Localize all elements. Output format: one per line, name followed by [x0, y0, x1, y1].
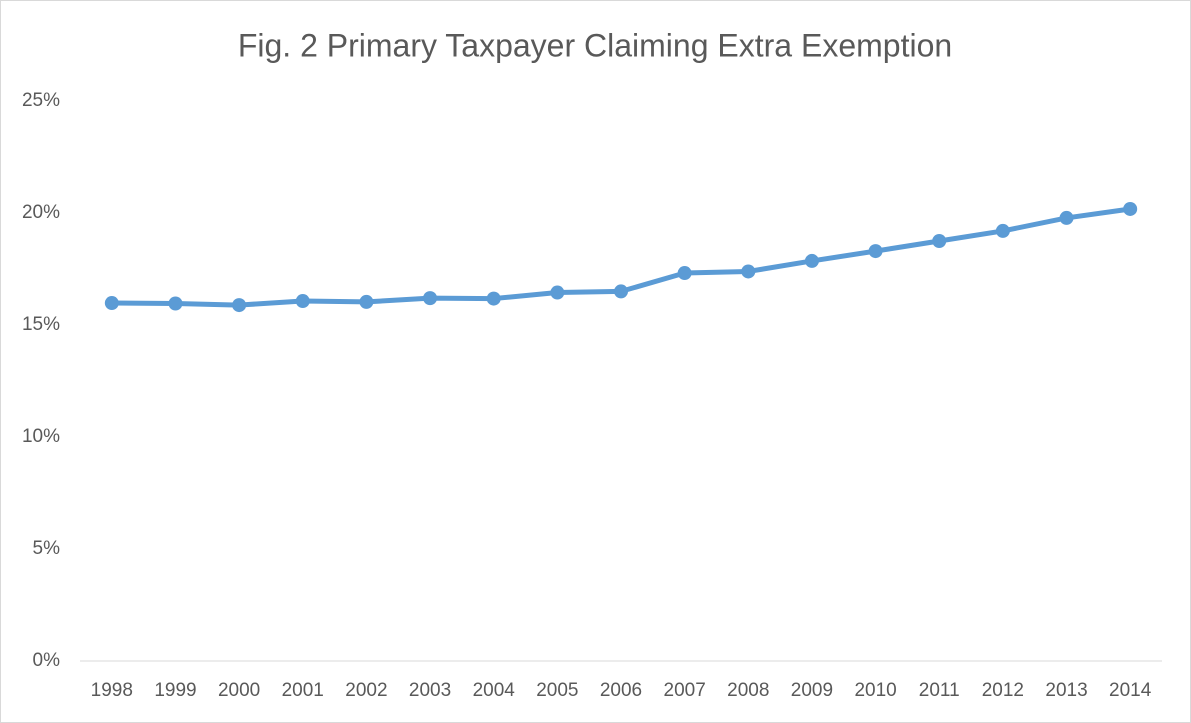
data-point: [104, 296, 119, 311]
y-tick-label: 25%: [22, 90, 60, 111]
data-point: [1123, 201, 1138, 216]
x-tick-label: 2008: [727, 680, 769, 701]
data-point: [1059, 210, 1074, 225]
data-point: [804, 253, 819, 268]
data-point: [168, 296, 183, 311]
chart-title: Fig. 2 Primary Taxpayer Claiming Extra E…: [238, 27, 952, 63]
x-tick-label: 1999: [154, 680, 196, 701]
data-point: [486, 291, 501, 306]
y-tick-label: 0%: [33, 650, 61, 671]
data-point: [359, 294, 374, 309]
x-tick-label: 2013: [1045, 680, 1087, 701]
data-point: [995, 223, 1010, 238]
x-tick-label: 2005: [536, 680, 578, 701]
data-point: [741, 264, 756, 279]
x-tick-label: 2012: [982, 680, 1024, 701]
x-tick-label: 2014: [1109, 680, 1152, 701]
y-tick-label: 5%: [33, 538, 61, 559]
y-tick-label: 20%: [22, 202, 60, 223]
data-point: [550, 285, 565, 300]
x-tick-label: 2002: [345, 680, 387, 701]
y-tick-label: 10%: [22, 426, 60, 447]
data-point: [423, 291, 438, 306]
x-tick-label: 1998: [91, 680, 133, 701]
x-tick-label: 2007: [664, 680, 706, 701]
x-tick-label: 2009: [791, 680, 833, 701]
y-tick-label: 15%: [22, 314, 60, 335]
data-point: [614, 284, 628, 299]
x-tick-label: 2000: [218, 680, 260, 701]
data-point: [295, 294, 310, 309]
x-tick-label: 2010: [854, 680, 896, 701]
data-point: [868, 244, 883, 259]
data-point: [932, 234, 947, 248]
data-point: [677, 266, 692, 281]
data-point: [232, 298, 247, 313]
x-tick-label: 2011: [919, 680, 960, 701]
x-tick-label: 2001: [282, 680, 324, 701]
x-tick-label: 2004: [473, 680, 516, 701]
x-tick-label: 2003: [409, 680, 451, 701]
x-tick-label: 2006: [600, 680, 642, 701]
